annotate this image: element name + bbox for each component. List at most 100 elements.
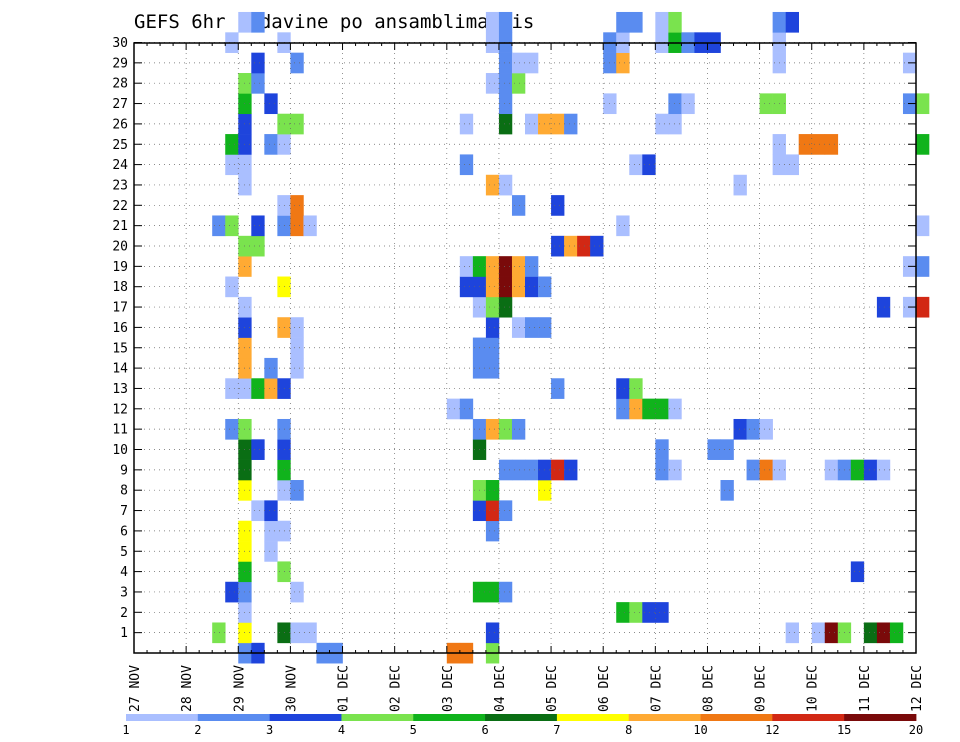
legend-label: 3	[266, 723, 273, 737]
heatmap-cell	[251, 378, 265, 399]
heatmap-cell	[485, 418, 500, 440]
legend-swatch	[772, 714, 845, 721]
heatmap-cell	[746, 459, 760, 481]
heatmap-cell	[655, 113, 669, 135]
heatmap-cell	[238, 11, 252, 33]
heatmap-cell	[485, 520, 500, 542]
heatmap-cell	[916, 93, 930, 115]
heatmap-cell	[525, 256, 539, 277]
heatmap-cell	[485, 337, 500, 359]
legend-label: 4	[338, 723, 345, 737]
y-tick-label: 1	[120, 626, 128, 641]
heatmap-cell	[916, 296, 930, 318]
legend-label: 8	[625, 723, 632, 737]
heatmap-cell	[824, 622, 839, 644]
x-tick-label: 10 DEC	[806, 665, 821, 712]
heatmap-cell	[498, 581, 513, 603]
heatmap-cell	[290, 113, 304, 135]
heatmap-cell	[629, 154, 643, 176]
x-tick-label: 06 DEC	[597, 665, 612, 712]
heatmap-cell	[290, 480, 304, 501]
y-tick-label: 8	[120, 484, 128, 499]
heatmap-cell	[642, 398, 656, 420]
y-tick-label: 23	[112, 178, 128, 193]
heatmap-cell	[212, 622, 226, 644]
heatmap-cell	[759, 418, 773, 440]
heatmap-cell	[485, 581, 500, 603]
heatmap-cell	[746, 418, 760, 440]
heatmap-cell	[811, 622, 826, 644]
heatmap-cell	[251, 52, 265, 74]
heatmap-cell	[564, 459, 578, 481]
heatmap-cell	[485, 500, 500, 522]
heatmap-cell	[733, 418, 747, 440]
heatmap-cell	[916, 256, 930, 277]
heatmap-cell	[251, 215, 265, 237]
legend-swatch	[628, 714, 701, 721]
legend: 1 2 3 4 5 6 7 8 10 12 15 20	[122, 714, 923, 737]
heatmap-cell	[212, 215, 226, 237]
heatmap-cell	[733, 174, 747, 196]
y-tick-label: 28	[112, 77, 128, 92]
heatmap-cell	[863, 622, 878, 644]
heatmap-cell	[225, 134, 239, 155]
y-axis: 1234567891011121314151617181920212223242…	[112, 36, 916, 641]
legend-swatch	[269, 714, 342, 721]
heatmap-cell	[785, 11, 799, 33]
heatmap-cell	[720, 439, 734, 460]
heatmap-cell	[225, 215, 239, 237]
heatmap-cell	[616, 11, 630, 33]
x-tick-label: 29 NOV	[232, 665, 247, 712]
heatmap-cell	[290, 317, 304, 338]
heatmap-cell	[511, 73, 526, 94]
heatmap-cell	[264, 357, 278, 379]
heatmap-cell	[498, 93, 513, 115]
x-tick-label: 04 DEC	[493, 665, 508, 712]
heatmap-cell	[655, 439, 669, 460]
heatmap-cell	[264, 520, 278, 542]
heatmap-cell	[655, 398, 669, 420]
heatmap-cell	[225, 581, 239, 603]
heatmap-cell	[668, 398, 682, 420]
heatmap-cell	[459, 276, 474, 298]
heatmap-cell	[824, 459, 839, 481]
heatmap-cell	[498, 113, 513, 135]
legend-swatch	[197, 714, 271, 721]
heatmap-cell	[616, 398, 630, 420]
heatmap-cell	[485, 11, 500, 33]
legend-label: 20	[909, 723, 923, 737]
heatmap-cell	[511, 418, 526, 440]
y-tick-label: 5	[120, 545, 128, 560]
heatmap-cell	[485, 276, 500, 298]
heatmap-cell	[498, 52, 513, 74]
heatmap-cell	[668, 93, 682, 115]
heatmap-cell	[772, 11, 786, 33]
heatmap-cell	[485, 296, 500, 318]
heatmap-cell	[629, 11, 643, 33]
heatmap-cell	[459, 154, 474, 176]
heatmap-cell	[629, 398, 643, 420]
heatmap-cell	[290, 215, 304, 237]
heatmap-cell	[863, 459, 878, 481]
heatmap-cell	[498, 418, 513, 440]
heatmap-cell	[225, 378, 239, 399]
y-tick-label: 29	[112, 56, 128, 71]
y-tick-label: 18	[112, 280, 128, 295]
heatmap-cell	[498, 500, 513, 522]
y-tick-label: 3	[120, 585, 128, 600]
heatmap-cell	[785, 622, 799, 644]
heatmap-cell	[251, 235, 265, 257]
heatmap-cell	[525, 317, 539, 338]
heatmap-cell	[225, 418, 239, 440]
y-tick-label: 26	[112, 117, 128, 132]
legend-label: 5	[410, 723, 417, 737]
heatmap-cell	[511, 459, 526, 481]
heatmap-cell	[498, 73, 513, 94]
heatmap-cell	[629, 602, 643, 623]
y-tick-label: 20	[112, 240, 128, 255]
heatmap-cell	[681, 93, 695, 115]
heatmap-cell	[290, 337, 304, 359]
legend-label: 12	[765, 723, 779, 737]
heatmap-cell	[225, 154, 239, 176]
legend-label: 10	[693, 723, 707, 737]
